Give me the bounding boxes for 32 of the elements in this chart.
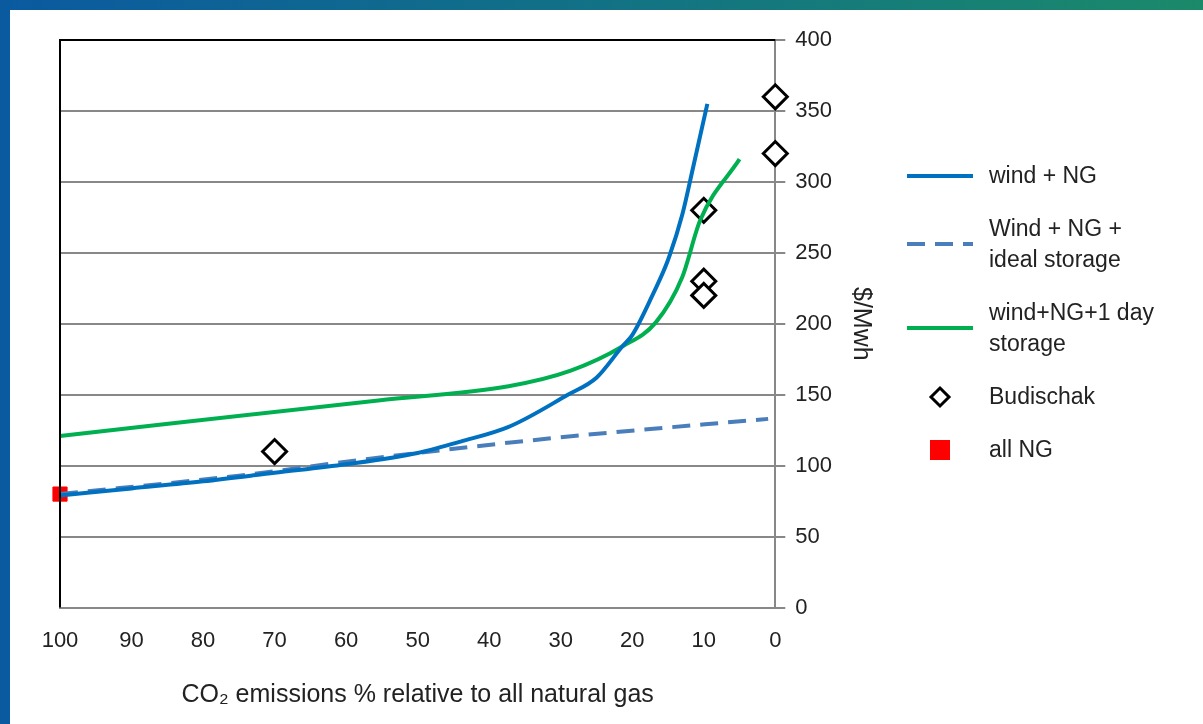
y-axis-title: $/Mwh xyxy=(849,286,878,361)
legend-label: Wind + NG + ideal storage xyxy=(989,214,1123,275)
y-tick-label: 250 xyxy=(795,238,833,264)
x-tick-label: 100 xyxy=(41,626,79,652)
y-tick-label: 200 xyxy=(795,309,833,335)
legend-label: wind+NG+1 day storage xyxy=(989,298,1155,359)
y-tick-label: 350 xyxy=(795,97,833,123)
legend-label: Budischak xyxy=(989,382,1096,412)
point xyxy=(690,281,718,309)
point xyxy=(261,438,289,466)
x-tick-label: 40 xyxy=(476,626,502,652)
point xyxy=(761,140,789,168)
y-tick-label: 100 xyxy=(795,451,833,477)
x-tick-label: 20 xyxy=(619,626,645,652)
y-tick-label: 300 xyxy=(795,167,833,193)
x-tick-label: 90 xyxy=(119,626,144,652)
y-tick-label: 400 xyxy=(795,26,833,52)
legend-label: all NG xyxy=(989,435,1053,465)
line-series xyxy=(58,157,742,438)
x-tick-label: 10 xyxy=(691,626,717,652)
x-tick-label: 70 xyxy=(262,626,287,652)
x-tick-label: 30 xyxy=(548,626,573,652)
y-tick-label: 0 xyxy=(795,593,808,619)
x-tick-label: 50 xyxy=(405,626,430,652)
y-tick-label: 150 xyxy=(795,380,833,406)
x-tick-label: 60 xyxy=(333,626,359,652)
x-axis-title: CO₂ emissions % relative to all natural gas xyxy=(181,678,654,707)
x-tick-label: 0 xyxy=(769,626,782,652)
y-tick-label: 50 xyxy=(795,522,820,548)
legend-label: wind + NG xyxy=(989,161,1098,190)
x-tick-label: 80 xyxy=(190,626,216,652)
point xyxy=(761,83,789,111)
